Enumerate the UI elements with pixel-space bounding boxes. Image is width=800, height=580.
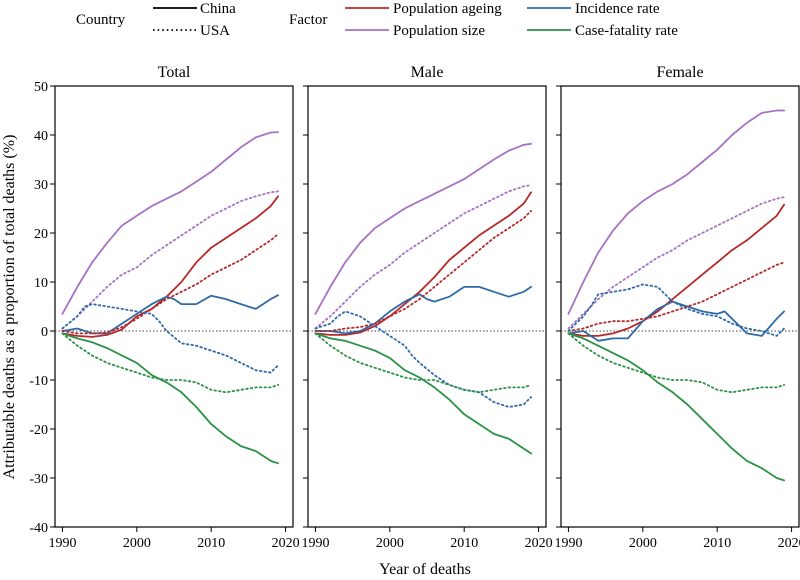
x-tick-label: 2000: [629, 536, 657, 551]
series-total-usa-population-ageing: [61, 233, 280, 335]
panel-female: Female 1990 2000 2010 2020: [554, 64, 800, 551]
series-female-usa-case-fatality-rate: [567, 332, 785, 394]
series-female-usa-population-ageing: [567, 261, 785, 332]
panel-male: Male 1990 2000 2010 2020: [301, 64, 552, 551]
series-total-china-incidence-rate: [61, 294, 280, 335]
y-tick-label: 30: [34, 178, 48, 193]
x-tick-label: 2000: [123, 536, 151, 551]
panel-title-total: Total: [158, 64, 191, 81]
panel-total: Total -40 -30 -20 -10 0 10 20 30 40 50 1990 2000 2010…: [29, 64, 299, 551]
series-female-china-incidence-rate: [567, 300, 785, 342]
series-female-china-population-size: [567, 109, 785, 315]
x-tick-label: 2020: [525, 536, 553, 551]
series-total-china-population-size: [61, 131, 280, 315]
series-male-china-case-fatality-rate: [314, 332, 532, 455]
x-tick-label: 1990: [554, 536, 582, 551]
series-female-usa-incidence-rate: [567, 283, 785, 337]
series-male-china-incidence-rate: [314, 285, 532, 335]
series-female-china-case-fatality-rate: [567, 332, 785, 482]
series-male-usa-case-fatality-rate: [314, 332, 532, 394]
panel-title-female: Female: [656, 64, 703, 81]
legend-china-label: China: [200, 1, 236, 17]
legend-incidence-label: Incidence rate: [575, 1, 660, 17]
x-tick-label: 2020: [778, 536, 800, 551]
series-male-usa-population-ageing: [314, 209, 532, 332]
series-female-usa-population-size: [567, 196, 785, 330]
series-total-usa-case-fatality-rate: [61, 332, 280, 394]
y-tick-label: 0: [41, 325, 48, 340]
panels: Total -40 -30 -20 -10 0 10 20 30 40 50 1990 2000 2010…: [29, 64, 800, 551]
x-tick-label: 2010: [197, 536, 225, 551]
legend-ageing-label: Population ageing: [393, 1, 502, 17]
x-tick-label: 2010: [703, 536, 731, 551]
y-tick-label: -10: [29, 374, 48, 389]
y-tick-label: 10: [34, 276, 48, 291]
y-tick-label: 20: [34, 227, 48, 242]
legend: Country China USA Factor Population agei…: [76, 1, 678, 39]
series-male-usa-population-size: [314, 184, 532, 330]
y-tick-label: -20: [29, 423, 48, 438]
legend-factor-title: Factor: [289, 12, 327, 28]
x-tick-label: 2000: [376, 536, 404, 551]
legend-country-title: Country: [76, 12, 126, 28]
y-tick-label: -30: [29, 472, 48, 487]
y-tick-label: 50: [34, 80, 48, 95]
legend-usa-label: USA: [200, 23, 230, 39]
panel-frame-total: [54, 85, 294, 528]
panel-frame-male: [307, 85, 547, 528]
x-tick-label: 1990: [301, 536, 329, 551]
x-tick-label: 2010: [450, 536, 478, 551]
series-total-usa-population-size: [61, 190, 280, 330]
series-male-china-population-size: [314, 142, 532, 315]
legend-size-label: Population size: [393, 23, 485, 39]
y-axis-label: Attributable deaths as a proportion of t…: [1, 135, 18, 480]
series-female-china-population-ageing: [567, 203, 785, 337]
y-tick-label: 40: [34, 129, 48, 144]
series-total-china-population-ageing: [61, 195, 280, 338]
series-total-usa-incidence-rate: [61, 303, 280, 374]
panel-title-male: Male: [411, 64, 444, 81]
series-total-china-case-fatality-rate: [61, 332, 280, 465]
series-male-china-population-ageing: [314, 191, 532, 336]
x-tick-label: 2020: [272, 536, 300, 551]
legend-fatality-label: Case-fatality rate: [575, 23, 678, 39]
series-male-usa-incidence-rate: [314, 310, 532, 408]
x-axis-label: Year of deaths: [379, 561, 471, 578]
y-tick-label: -40: [29, 521, 48, 536]
x-tick-label: 1990: [48, 536, 76, 551]
panel-frame-female: [560, 85, 800, 528]
